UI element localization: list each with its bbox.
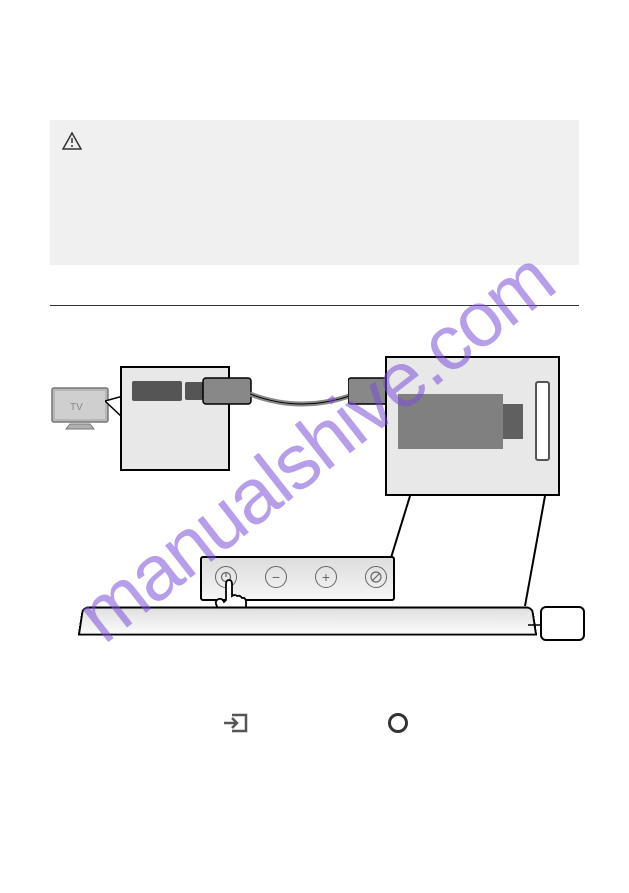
soundbar-body	[78, 607, 537, 636]
hdmi-plug-left	[185, 374, 255, 414]
volume-down-button[interactable]: −	[265, 566, 287, 588]
volume-up-button[interactable]: +	[315, 566, 337, 588]
hdmi-port-slot	[132, 381, 182, 401]
callout-lines-right	[390, 496, 560, 616]
connection-diagram: TV	[50, 336, 579, 676]
soundbar-callout-label	[540, 606, 585, 641]
hdmi-plug-tip	[503, 404, 523, 439]
hdmi-port-vertical	[535, 381, 550, 461]
indicator-circle-icon	[388, 713, 408, 733]
bottom-icon-row	[0, 713, 629, 738]
label-connector	[528, 619, 543, 631]
hdmi-cable	[250, 386, 355, 421]
section-divider	[50, 305, 579, 306]
warning-triangle-icon	[62, 132, 82, 155]
source-input-icon	[222, 713, 248, 738]
hdmi-plug-body	[398, 394, 503, 449]
caution-info-box	[50, 120, 579, 265]
mute-button[interactable]	[365, 566, 387, 588]
tv-label: TV	[70, 402, 83, 413]
